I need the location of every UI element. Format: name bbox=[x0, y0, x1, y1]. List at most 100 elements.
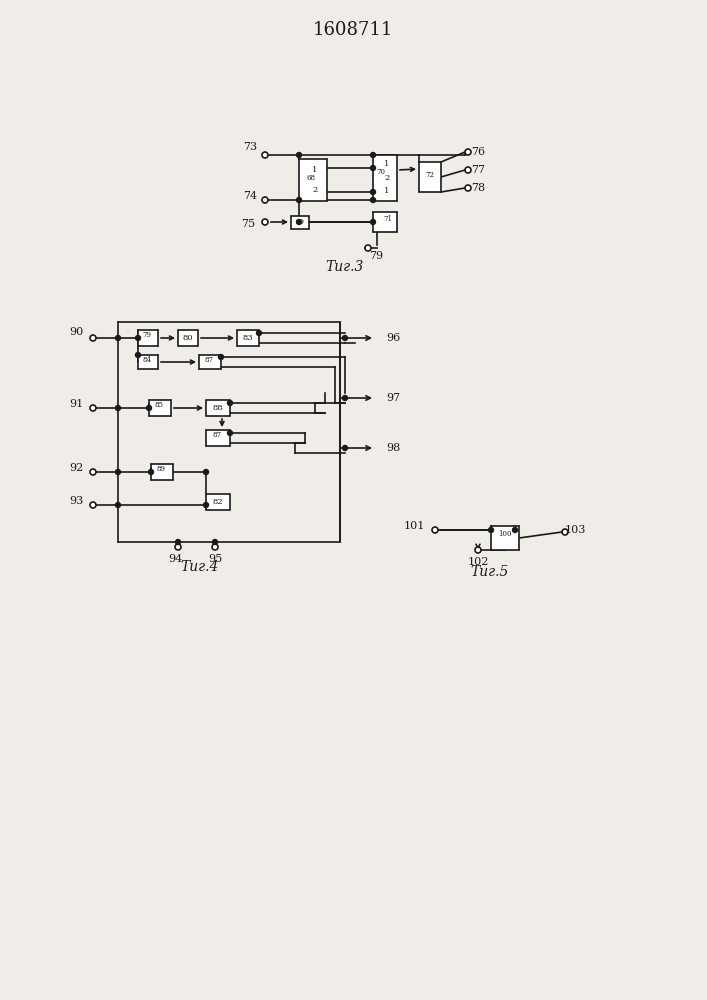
Circle shape bbox=[475, 547, 481, 553]
Text: 90: 90 bbox=[69, 327, 83, 337]
Bar bbox=[206, 430, 230, 446]
Text: 82: 82 bbox=[213, 498, 223, 506]
Text: 77: 77 bbox=[471, 165, 485, 175]
Text: 85: 85 bbox=[155, 401, 163, 409]
Text: 95: 95 bbox=[208, 554, 222, 564]
Circle shape bbox=[370, 220, 375, 225]
Circle shape bbox=[562, 529, 568, 535]
Text: 100: 100 bbox=[498, 530, 512, 538]
Text: 87: 87 bbox=[204, 356, 214, 364]
Circle shape bbox=[465, 149, 471, 155]
Bar bbox=[138, 330, 158, 346]
Text: 71: 71 bbox=[383, 215, 392, 223]
Circle shape bbox=[296, 220, 301, 225]
Text: 2: 2 bbox=[385, 174, 390, 182]
Text: 73: 73 bbox=[243, 142, 257, 152]
Text: 89: 89 bbox=[156, 465, 165, 473]
Circle shape bbox=[204, 470, 209, 475]
Text: 1608711: 1608711 bbox=[312, 21, 393, 39]
Bar bbox=[373, 155, 397, 201]
Circle shape bbox=[90, 405, 96, 411]
Text: Τиг.5: Τиг.5 bbox=[471, 565, 509, 579]
Text: Τиг.3: Τиг.3 bbox=[326, 260, 364, 274]
Circle shape bbox=[365, 245, 371, 251]
Text: 91: 91 bbox=[69, 399, 83, 409]
Bar bbox=[299, 159, 327, 201]
Circle shape bbox=[262, 197, 268, 203]
Bar bbox=[206, 494, 230, 510]
Bar bbox=[138, 355, 158, 369]
Circle shape bbox=[370, 198, 375, 202]
Circle shape bbox=[175, 540, 180, 544]
Circle shape bbox=[146, 406, 151, 410]
Circle shape bbox=[90, 469, 96, 475]
Circle shape bbox=[228, 400, 233, 406]
Text: 97: 97 bbox=[386, 393, 400, 403]
Circle shape bbox=[90, 502, 96, 508]
Circle shape bbox=[212, 544, 218, 550]
Text: 80: 80 bbox=[182, 334, 193, 342]
Circle shape bbox=[342, 395, 348, 400]
Circle shape bbox=[342, 446, 348, 450]
Bar bbox=[237, 330, 259, 346]
Bar bbox=[149, 400, 171, 416]
Circle shape bbox=[218, 355, 223, 360]
Circle shape bbox=[465, 167, 471, 173]
Text: 102: 102 bbox=[467, 557, 489, 567]
Text: 75: 75 bbox=[241, 219, 255, 229]
Circle shape bbox=[228, 430, 233, 436]
Circle shape bbox=[90, 335, 96, 341]
Bar bbox=[373, 212, 397, 232]
Bar bbox=[491, 526, 519, 550]
Text: 1: 1 bbox=[385, 187, 390, 195]
Text: 83: 83 bbox=[243, 334, 253, 342]
Text: 101: 101 bbox=[404, 521, 425, 531]
Text: 1: 1 bbox=[312, 166, 317, 174]
Text: 103: 103 bbox=[564, 525, 585, 535]
Text: 87: 87 bbox=[213, 431, 221, 439]
Circle shape bbox=[513, 528, 518, 532]
Text: 69: 69 bbox=[296, 218, 305, 226]
Bar bbox=[199, 355, 221, 369]
Circle shape bbox=[370, 152, 375, 157]
Circle shape bbox=[213, 540, 218, 544]
Circle shape bbox=[262, 152, 268, 158]
Circle shape bbox=[204, 502, 209, 508]
Bar bbox=[419, 162, 441, 192]
Text: 93: 93 bbox=[69, 496, 83, 506]
Circle shape bbox=[465, 185, 471, 191]
Circle shape bbox=[257, 330, 262, 336]
Circle shape bbox=[115, 470, 120, 475]
Text: 98: 98 bbox=[386, 443, 400, 453]
Bar bbox=[151, 464, 173, 480]
Bar bbox=[291, 216, 309, 229]
Text: 79: 79 bbox=[369, 251, 383, 261]
Text: Τиг.4: Τиг.4 bbox=[181, 560, 219, 574]
Text: 74: 74 bbox=[243, 191, 257, 201]
Circle shape bbox=[148, 470, 153, 475]
Text: 79: 79 bbox=[143, 331, 151, 339]
Bar bbox=[206, 400, 230, 416]
Text: 96: 96 bbox=[386, 333, 400, 343]
Text: 76: 76 bbox=[471, 147, 485, 157]
Circle shape bbox=[175, 544, 181, 550]
Text: 72: 72 bbox=[426, 171, 435, 179]
Text: 2: 2 bbox=[312, 186, 317, 194]
Text: 70: 70 bbox=[377, 168, 385, 176]
Circle shape bbox=[115, 406, 120, 410]
Text: 88: 88 bbox=[213, 404, 223, 412]
Text: 84: 84 bbox=[143, 356, 151, 364]
Circle shape bbox=[262, 219, 268, 225]
Text: 78: 78 bbox=[471, 183, 485, 193]
Circle shape bbox=[370, 190, 375, 194]
Text: 92: 92 bbox=[69, 463, 83, 473]
Circle shape bbox=[115, 336, 120, 340]
Circle shape bbox=[432, 527, 438, 533]
Circle shape bbox=[115, 502, 120, 508]
Circle shape bbox=[296, 198, 301, 202]
Text: 68: 68 bbox=[307, 174, 315, 182]
Circle shape bbox=[136, 336, 141, 340]
Text: 1: 1 bbox=[385, 160, 390, 168]
Circle shape bbox=[342, 336, 348, 340]
Circle shape bbox=[136, 353, 141, 358]
